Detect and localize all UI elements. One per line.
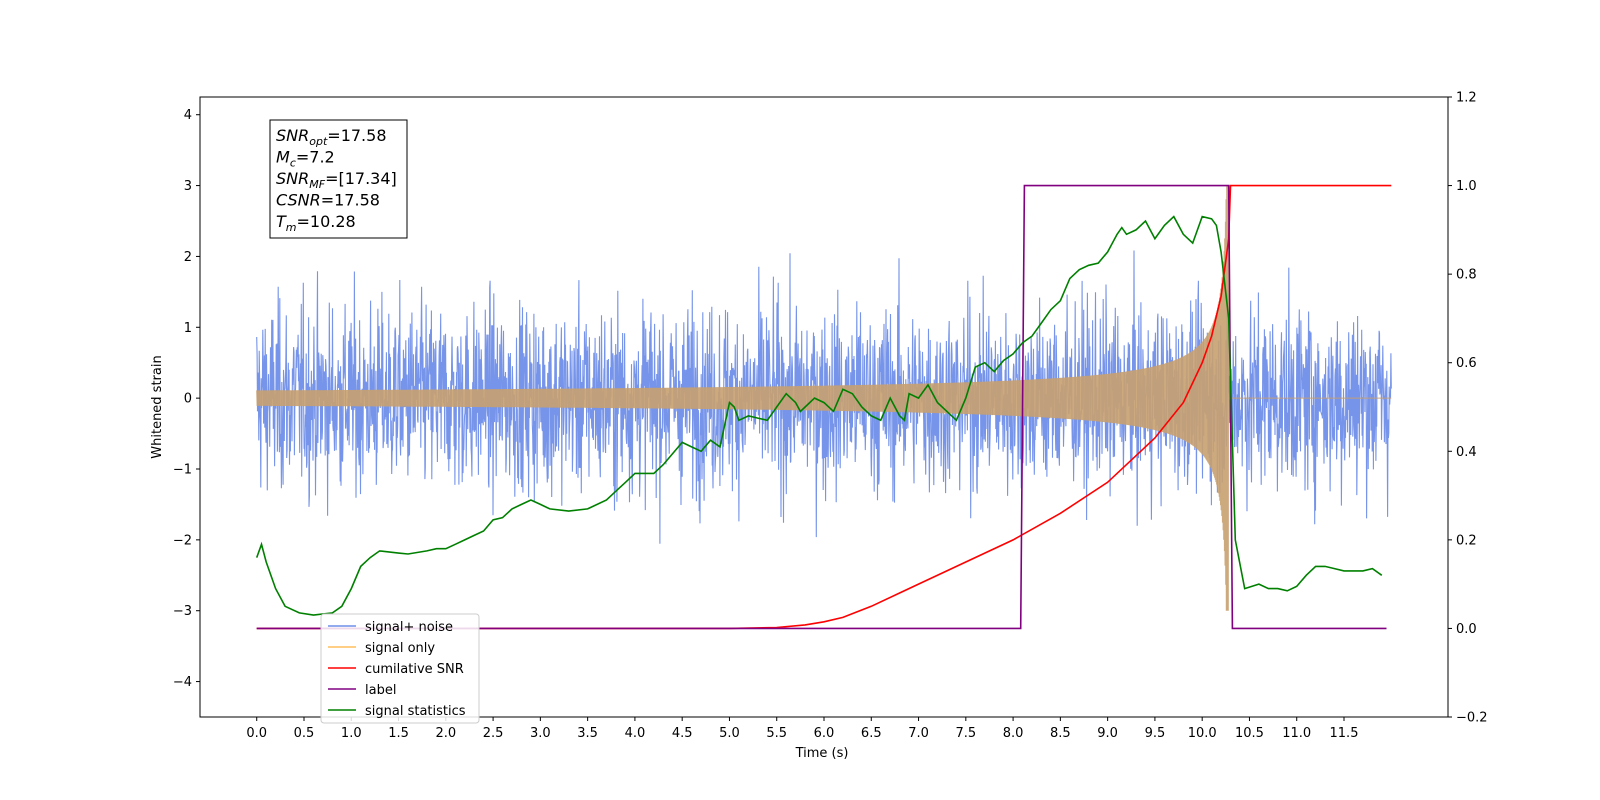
x-tick-label: 6.5 [861, 726, 882, 741]
x-tick-label: 10.5 [1235, 726, 1264, 741]
y-right-tick-label: 0.8 [1456, 268, 1477, 283]
y-right-tick-label: 0.0 [1456, 622, 1477, 637]
x-tick-label: 8.0 [1003, 726, 1024, 741]
info-box: SNRopt=17.58Mc=7.2SNRMF=[17.34]CSNR=17.5… [269, 119, 408, 239]
legend-label: signal+ noise [365, 620, 453, 635]
x-tick-label: 3.5 [577, 726, 598, 741]
y-right-tick-label: 0.4 [1456, 445, 1477, 460]
legend-label: cumilative SNR [365, 662, 464, 677]
y-axis-left: 4 3 2 1 0 −1 −2 −3 −4 [173, 108, 200, 690]
x-tick-label: 7.0 [908, 726, 929, 741]
series-cumilative-snr [256, 184, 1392, 630]
legend-frame [320, 613, 480, 724]
x-tick-label: 10.0 [1188, 726, 1217, 741]
info-subscript: MF [309, 178, 325, 191]
info-subscript: opt [309, 135, 328, 148]
y-left-tick-label: 3 [184, 179, 192, 194]
legend-label: label [365, 683, 396, 698]
y-left-tick-label: −2 [173, 533, 192, 548]
series-layer [255, 184, 1392, 630]
y-right-tick-label: 0.2 [1456, 533, 1477, 548]
info-symbol: T [276, 212, 287, 231]
legend: signal+ noise signal only cumilative SNR la… [320, 613, 480, 724]
x-tick-label: 2.5 [483, 726, 504, 741]
x-tick-label: 9.0 [1097, 726, 1118, 741]
x-tick-label: 1.5 [388, 726, 409, 741]
y-left-tick-label: 4 [184, 108, 192, 123]
y-left-tick-label: −1 [173, 463, 192, 478]
x-tick-label: 3.0 [530, 726, 551, 741]
info-value: =[17.34] [325, 169, 397, 188]
x-tick-label: 7.5 [955, 726, 976, 741]
info-line: Mc=7.2 [276, 148, 335, 170]
y-right-tick-label: 1.0 [1456, 179, 1477, 194]
info-box-frame [269, 119, 408, 239]
info-value: =7.2 [296, 148, 335, 167]
info-subscript: c [290, 157, 296, 170]
y-left-tick-label: −4 [173, 675, 192, 690]
x-tick-label: 9.5 [1145, 726, 1166, 741]
series-signal-only [256, 185, 1392, 611]
y-right-tick-label: 0.6 [1456, 356, 1477, 371]
series-label [256, 184, 1387, 630]
y-right-tick-label: 1.2 [1456, 91, 1477, 106]
y-axis-right: 1.2 1.0 0.8 0.6 0.4 0.2 0.0 −0.2 [1448, 91, 1488, 726]
x-tick-label: 1.0 [341, 726, 362, 741]
info-line: Tm=10.28 [276, 212, 356, 234]
info-symbol: SNR [276, 126, 309, 145]
info-value: =17.58 [327, 126, 386, 145]
x-tick-label: 5.0 [719, 726, 740, 741]
y-left-tick-label: 1 [184, 321, 192, 336]
info-value: =10.28 [297, 212, 356, 231]
info-line: CSNR=17.58 [276, 191, 380, 210]
x-tick-label: 0.0 [246, 726, 267, 741]
x-tick-label: 8.5 [1050, 726, 1071, 741]
info-value: =17.58 [321, 191, 380, 210]
x-tick-label: 6.0 [814, 726, 835, 741]
y-left-tick-label: −3 [173, 604, 192, 619]
y-left-tick-label: 2 [184, 250, 192, 265]
info-line: SNRMF=[17.34] [276, 169, 397, 191]
x-tick-label: 4.5 [672, 726, 693, 741]
y-axis-label-left: Whitened strain [150, 355, 165, 458]
x-axis: 0.0 0.5 1.0 1.5 2.0 2.5 3.0 3.5 4.0 4.5 5.0 5.5 6.0 6… [246, 717, 1358, 741]
legend-label: signal only [365, 641, 435, 656]
info-symbol: CSNR [276, 191, 321, 210]
legend-label: signal statistics [365, 704, 466, 719]
info-subscript: m [286, 221, 297, 234]
x-tick-label: 5.5 [766, 726, 787, 741]
x-axis-label: Time (s) [795, 746, 849, 761]
plot-area [199, 96, 1449, 718]
x-tick-label: 11.5 [1330, 726, 1359, 741]
y-left-tick-label: 0 [184, 392, 192, 407]
info-symbol: SNR [276, 169, 309, 188]
info-line: SNRopt=17.58 [276, 126, 387, 148]
x-tick-label: 2.0 [435, 726, 456, 741]
x-tick-label: 4.0 [625, 726, 646, 741]
series-signal-statistics [255, 215, 1383, 616]
info-symbol: M [276, 148, 290, 167]
x-tick-label: 11.0 [1282, 726, 1311, 741]
x-tick-label: 0.5 [294, 726, 315, 741]
y-right-tick-label: −0.2 [1456, 711, 1488, 726]
